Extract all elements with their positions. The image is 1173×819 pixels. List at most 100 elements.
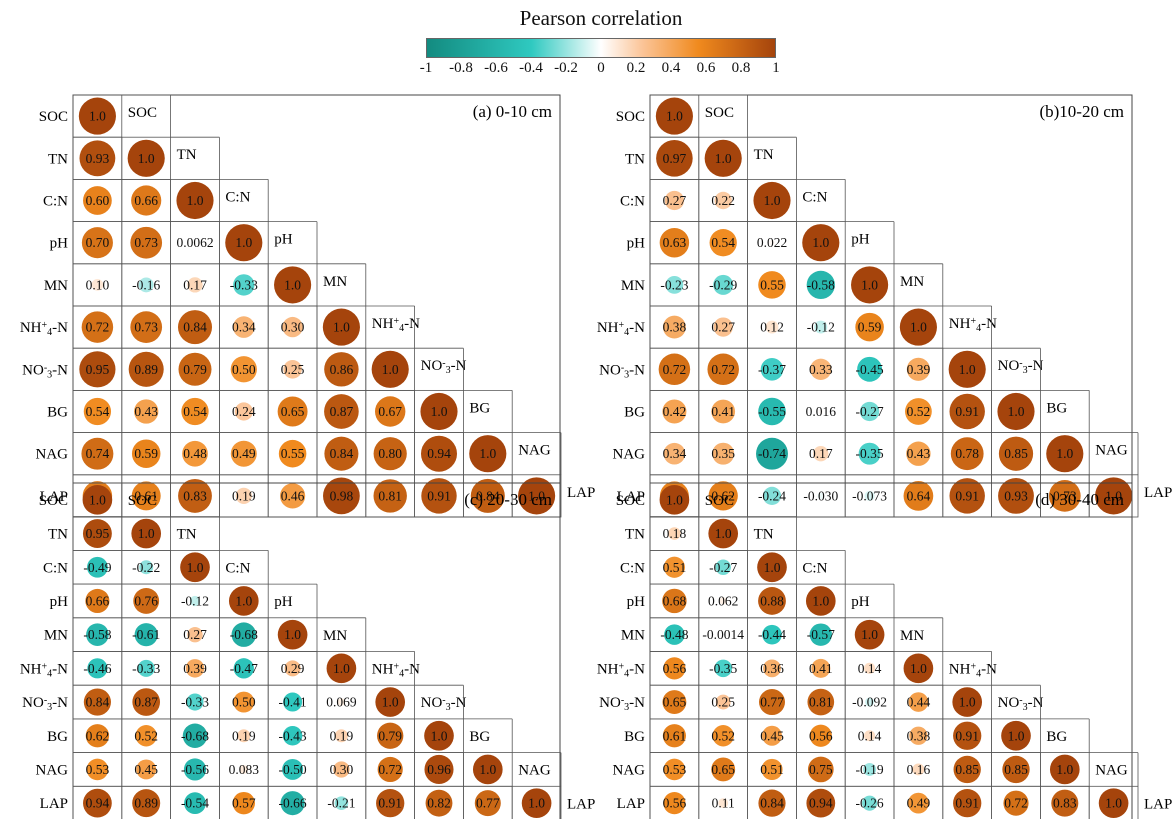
panel-a-value-label: 0.84 — [476, 488, 500, 503]
panel-a-correlation-dot — [470, 478, 505, 513]
panel-c-value-label: 1.0 — [382, 695, 399, 710]
panel-a-correlation-dot — [83, 186, 112, 215]
panel-d-value-label: 0.18 — [663, 526, 687, 541]
panel-d-correlation-dot — [763, 659, 781, 678]
panel-c-correlation-dot — [83, 788, 112, 818]
panel-a-correlation-dot — [79, 140, 116, 177]
panel-a-col-label: NAG — [518, 443, 551, 459]
panel-d-value-label: -0.26 — [856, 796, 884, 811]
panel-d-row-label: NO-3-N — [599, 695, 645, 713]
panel-a-row-label: SOC — [39, 109, 68, 125]
panel-b-value-label: 0.97 — [663, 151, 687, 166]
panel-a-correlation-dot — [277, 396, 308, 427]
panel-a-value-label: 0.0062 — [176, 235, 213, 250]
panel-c-value-label: -0.12 — [181, 593, 209, 608]
panel-d-value-label: 0.91 — [955, 796, 979, 811]
panel-c-row-label: LAP — [40, 796, 68, 812]
panel-b-value-label: 0.17 — [809, 446, 833, 461]
panel-b-value-label: -0.55 — [758, 404, 786, 419]
panel-c-value-label: 1.0 — [284, 627, 301, 642]
panel-a-value-label: 1.0 — [89, 109, 106, 124]
panel-a-value-label: 0.94 — [427, 446, 451, 461]
panel-d-value-label: -0.57 — [807, 627, 835, 642]
panel-c-correlation-dot — [233, 691, 255, 713]
panel-a-correlation-dot — [373, 437, 407, 471]
panel-d-value-label: 0.65 — [711, 762, 735, 777]
panel-d-correlation-dot — [663, 792, 686, 815]
panel-c-correlation-dot — [237, 729, 251, 743]
panel-b-correlation-dot — [997, 392, 1035, 431]
panel-a-value-label: 0.50 — [232, 362, 256, 377]
panel-d-value-label: -0.48 — [660, 627, 688, 642]
panel-d-value-label: 0.61 — [663, 728, 687, 743]
panel-a-value-label: -0.33 — [230, 277, 258, 292]
panel-d-correlation-dot — [908, 792, 929, 814]
panel-c-value-label: 1.0 — [138, 526, 155, 541]
panel-b-value-label: -0.45 — [856, 362, 884, 377]
panel-b-correlation-dot — [864, 490, 875, 501]
panel-c-value-label: 1.0 — [89, 492, 106, 507]
panel-d-correlation-dot — [758, 587, 786, 615]
panel-a-row-label: NO-3-N — [22, 362, 68, 380]
panel-c-col-label: C:N — [225, 560, 250, 576]
panel-a-row-label: BG — [47, 405, 68, 421]
panel-b-correlation-dot — [906, 357, 930, 381]
panel-a-value-label: 0.73 — [134, 320, 158, 335]
panel-b-value-label: 0.72 — [711, 362, 735, 377]
panel-a-correlation-dot — [138, 277, 154, 293]
panel-b-correlation-dot — [859, 401, 880, 422]
panel-c-col-label: BG — [469, 729, 490, 745]
panel-d-correlation-dot — [721, 633, 725, 637]
panel-a-value-label: 0.49 — [232, 446, 256, 461]
panel-b-correlation-dot — [658, 353, 691, 386]
panel-c-value-label: 0.95 — [86, 526, 110, 541]
panel-c-value-label: -0.49 — [83, 560, 111, 575]
panel-d-col-label: NAG — [1095, 763, 1128, 779]
panel-d-title: (d) 30-40 cm — [1035, 490, 1124, 509]
panel-d-row-label: SOC — [616, 493, 645, 509]
panel-d-value-label: 1.0 — [812, 593, 829, 608]
colorbar-tick-label: -0.6 — [484, 60, 508, 76]
panel-d-correlation-dot — [663, 758, 686, 781]
panel-c-value-label: -0.41 — [279, 695, 307, 710]
panel-b-col-label: MN — [900, 274, 924, 290]
panel-a-value-label: 0.87 — [330, 404, 354, 419]
panel-a-col-label: SOC — [128, 105, 157, 121]
panel-d-value-label: -0.19 — [856, 762, 884, 777]
panel-a-value-label: 0.84 — [183, 320, 207, 335]
panel-b-correlation-dot — [655, 97, 693, 135]
panel-d-correlation-dot — [953, 755, 981, 784]
panel-d-value-label: 0.25 — [711, 695, 735, 710]
panel-d-correlation-dot — [909, 726, 928, 745]
panel-c-correlation-dot — [233, 658, 254, 679]
panel-d-value-label: 0.85 — [955, 762, 979, 777]
panel-b-correlation-dot — [949, 478, 985, 514]
panel-c-correlation-dot — [377, 756, 403, 783]
panel-a-value-label: 0.48 — [183, 446, 207, 461]
panel-c-correlation-dot — [424, 754, 454, 784]
panel-b-correlation-dot — [857, 356, 883, 382]
panel-c-correlation-dot — [521, 788, 552, 818]
panel-c-value-label: 1.0 — [235, 593, 252, 608]
panel-d-correlation-dot — [757, 552, 787, 583]
panel-d-correlation-dot — [1049, 754, 1080, 785]
panel-b-correlation-dot — [818, 409, 824, 414]
panel-d-value-label: 0.38 — [907, 728, 931, 743]
panel-c-value-label: 0.79 — [378, 728, 402, 743]
panel-b-value-label: 1.0 — [666, 109, 683, 124]
panel-d-correlation-dot — [715, 694, 731, 710]
panel-c-value-label: -0.68 — [181, 728, 209, 743]
panel-a-value-label: 0.83 — [183, 488, 207, 503]
panel-c-value-label: -0.68 — [230, 627, 258, 642]
panel-c-correlation-dot — [185, 659, 205, 678]
panel-c-row-label: NO-3-N — [22, 695, 68, 713]
panel-a-correlation-dot — [128, 351, 164, 387]
panel-c-value-label: 0.94 — [86, 796, 110, 811]
panel-b-col-label: pH — [851, 232, 870, 248]
panel-d-value-label: 0.68 — [663, 593, 687, 608]
panel-a-row-label: MN — [44, 278, 68, 294]
panel-c-correlation-dot — [131, 518, 162, 549]
panel-a-correlation-dot — [131, 439, 161, 468]
panel-a-correlation-dot — [177, 310, 213, 345]
panel-d-correlation-dot — [758, 689, 786, 716]
